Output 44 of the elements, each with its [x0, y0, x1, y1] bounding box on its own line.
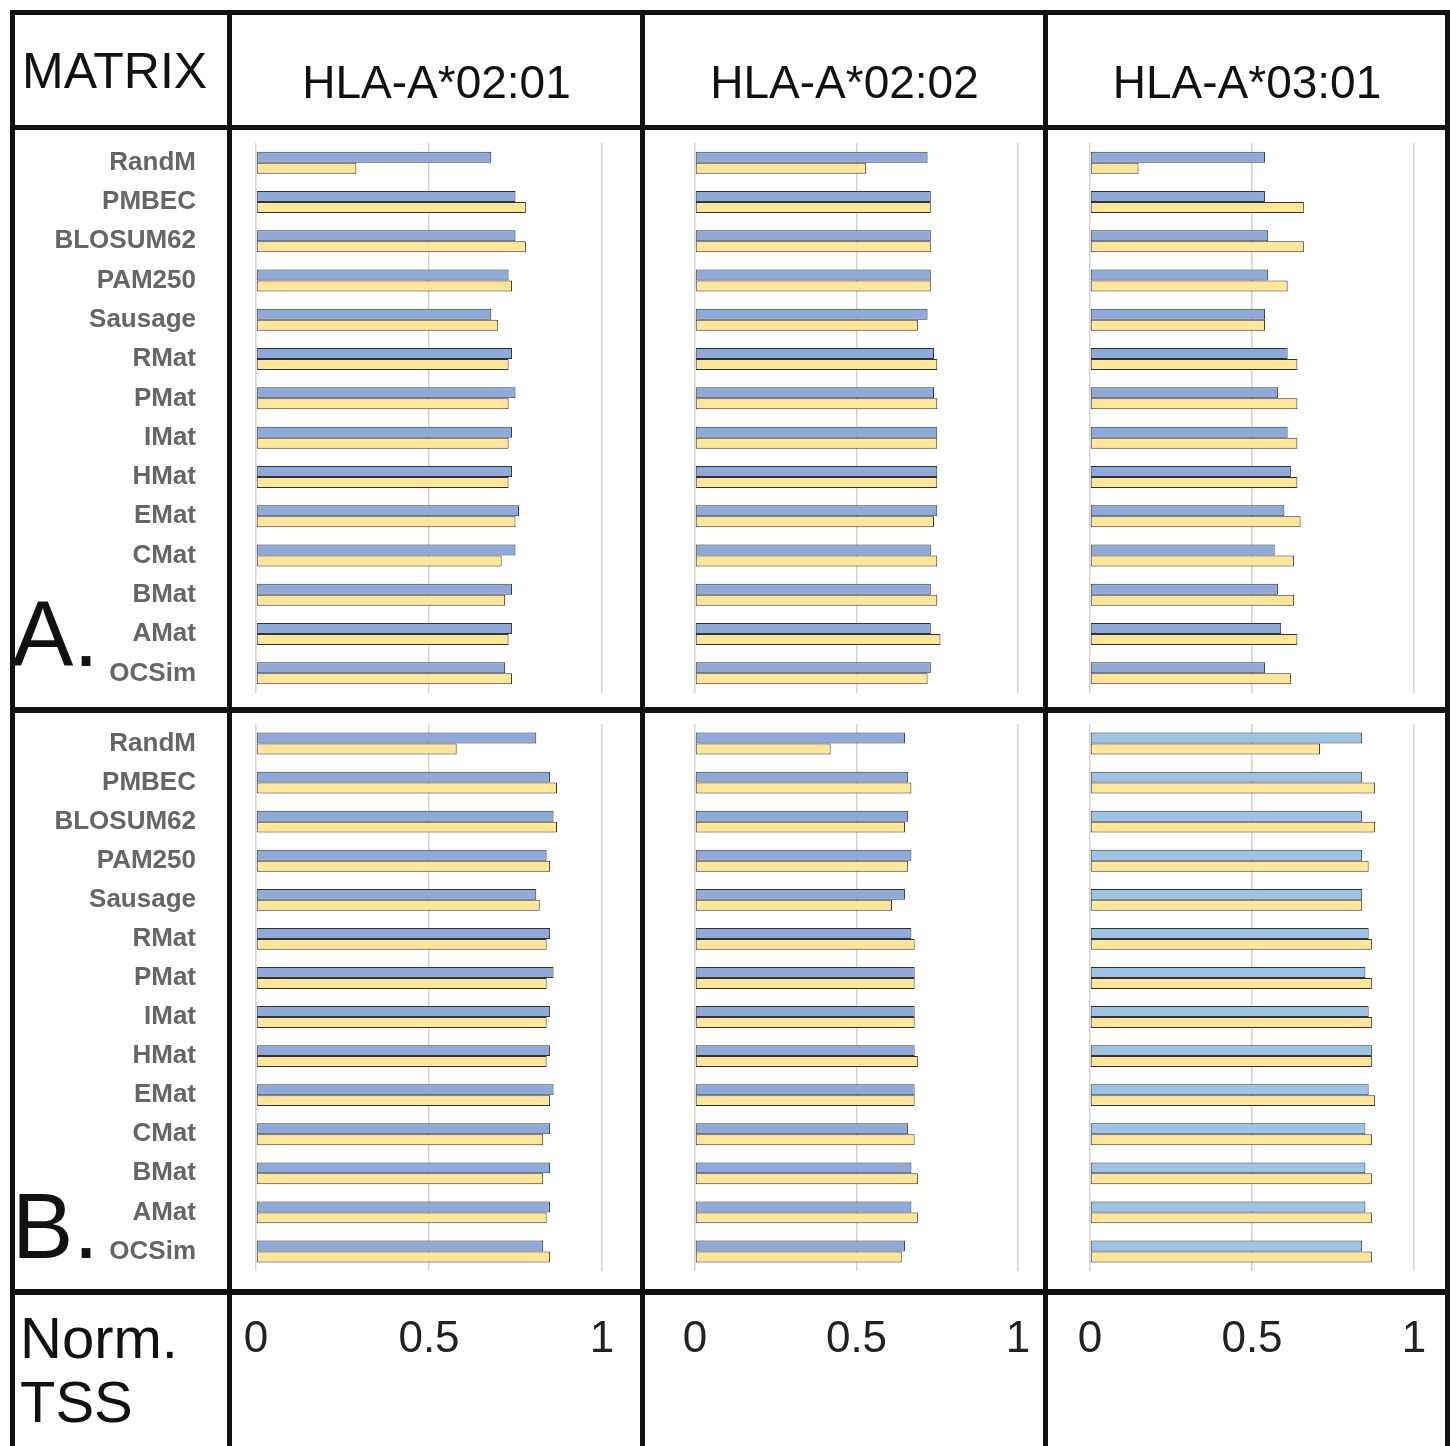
- y-tick-label: BLOSUM62: [54, 804, 196, 835]
- x-tick-label: 1: [589, 1311, 615, 1361]
- x-tick-label: 0: [243, 1311, 269, 1361]
- y-tick-label: RandM: [109, 145, 196, 176]
- y-tick-label: PMat: [133, 381, 197, 412]
- y-tick-label: OCSim: [109, 1234, 196, 1265]
- y-axis-title: MATRIX: [22, 42, 208, 100]
- chart-title: HLA-A*03:01: [1111, 55, 1383, 109]
- y-tick-label: RMat: [132, 922, 197, 953]
- x-tick-label: 0.5: [825, 1311, 888, 1361]
- y-tick-label: CMat: [132, 1117, 197, 1148]
- x-tick-label: 0: [682, 1311, 708, 1361]
- y-tick-label: BMat: [132, 577, 197, 608]
- y-tick-label: IMat: [144, 1000, 197, 1031]
- y-tick-label: PMBEC: [102, 765, 197, 796]
- x-tick-label: 0.5: [398, 1311, 460, 1361]
- chart-title: HLA-A*02:02: [709, 55, 980, 109]
- y-tick-label: HMat: [132, 1039, 197, 1070]
- y-tick-label: Sausage: [89, 302, 196, 333]
- x-tick-label: 0: [1077, 1311, 1103, 1361]
- y-tick-label: RandM: [109, 726, 196, 757]
- y-tick-label: CMat: [132, 538, 197, 569]
- y-tick-label: PMBEC: [102, 185, 197, 216]
- y-tick-label: EMat: [133, 499, 197, 530]
- x-tick-label: 1: [1005, 1311, 1031, 1361]
- x-tick-label: 0.5: [1221, 1311, 1283, 1361]
- y-tick-label: Sausage: [89, 882, 196, 913]
- y-tick-label: BMat: [132, 1156, 197, 1187]
- y-tick-label: IMat: [144, 420, 197, 451]
- y-tick-label: EMat: [133, 1078, 197, 1109]
- x-axis-title: Norm. TSS: [20, 1305, 179, 1434]
- text: A.: [12, 583, 99, 685]
- text: B.: [12, 1175, 99, 1277]
- y-tick-label: OCSim: [109, 656, 196, 687]
- y-tick-label: AMat: [132, 617, 197, 648]
- y-tick-label: PAM250: [96, 843, 196, 874]
- x-tick-label: 1: [1401, 1311, 1427, 1361]
- y-tick-label: RMat: [132, 342, 197, 373]
- y-tick-label: PAM250: [96, 263, 196, 294]
- y-tick-label: HMat: [132, 460, 197, 491]
- chart-title: HLA-A*02:01: [301, 55, 572, 109]
- y-tick-label: PMat: [133, 961, 197, 992]
- y-tick-label: AMat: [132, 1195, 197, 1226]
- y-tick-label: BLOSUM62: [54, 224, 196, 255]
